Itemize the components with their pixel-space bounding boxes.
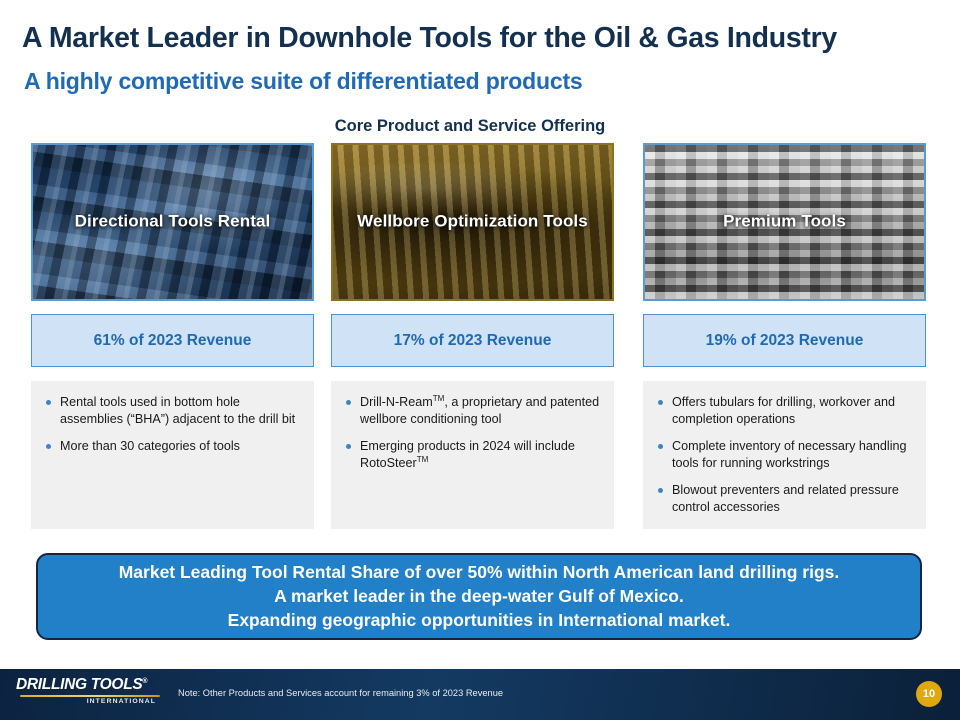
product-column-premium: Premium Tools 19% of 2023 Revenue Offers… [643, 143, 926, 529]
card-label-wellbore: Wellbore Optimization Tools [357, 211, 588, 231]
callout-line-3: Expanding geographic opportunities in In… [227, 610, 731, 630]
list-item: Complete inventory of necessary handling… [653, 438, 914, 472]
directional-tools-photo [33, 145, 312, 299]
bullet-panel-wellbore: Drill-N-ReamTM, a proprietary and patent… [331, 381, 614, 529]
revenue-box-premium: 19% of 2023 Revenue [643, 314, 926, 367]
list-item: Emerging products in 2024 will include R… [341, 438, 602, 472]
bullet-dot-icon [658, 400, 663, 405]
premium-tools-photo [645, 145, 924, 299]
bullet-dot-icon [658, 444, 663, 449]
card-label-directional: Directional Tools Rental [74, 211, 271, 231]
bullet-text: More than 30 categories of tools [60, 439, 240, 453]
card-label-premium: Premium Tools [723, 211, 846, 231]
bullet-dot-icon [46, 444, 51, 449]
callout-line-2: A market leader in the deep-water Gulf o… [274, 586, 684, 606]
bullet-panel-premium: Offers tubulars for drilling, workover a… [643, 381, 926, 529]
revenue-box-wellbore: 17% of 2023 Revenue [331, 314, 614, 367]
list-item: Drill-N-ReamTM, a proprietary and patent… [341, 394, 602, 428]
bullet-text: Drill-N-ReamTM, a proprietary and patent… [360, 394, 602, 428]
page-subtitle: A highly competitive suite of differenti… [24, 68, 583, 94]
list-item: Blowout preventers and related pressure … [653, 482, 914, 516]
registered-mark-icon: ® [142, 677, 148, 685]
list-item: Rental tools used in bottom hole assembl… [41, 394, 302, 428]
company-logo: DRILLING TOOLS® INTERNATIONAL [16, 676, 166, 712]
revenue-box-directional: 61% of 2023 Revenue [31, 314, 314, 367]
logo-gold-rule [20, 695, 160, 697]
logo-wordmark: DRILLING TOOLS® [16, 676, 166, 694]
bullet-text-lead: Drill-N-Ream [360, 395, 433, 409]
wellbore-optimization-photo [333, 145, 612, 299]
bullet-panel-directional: Rental tools used in bottom hole assembl… [31, 381, 314, 529]
trademark-superscript: TM [416, 454, 429, 464]
bullet-text: Rental tools used in bottom hole assembl… [60, 395, 296, 426]
wellbore-optimization-card[interactable]: Wellbore Optimization Tools [331, 143, 614, 301]
bullet-text: Blowout preventers and related pressure … [672, 483, 899, 514]
product-column-directional: Directional Tools Rental 61% of 2023 Rev… [31, 143, 314, 529]
footnote: Note: Other Products and Services accoun… [178, 688, 504, 698]
trademark-superscript: TM [432, 393, 445, 403]
bullet-text-lead: Emerging products in 2024 will include R… [360, 439, 575, 470]
page-number-badge: 10 [916, 681, 942, 707]
bullet-text: Complete inventory of necessary handling… [672, 439, 907, 470]
photo-gold-tint [333, 145, 612, 299]
callout-line-1: Market Leading Tool Rental Share of over… [118, 562, 840, 582]
bullet-text-tail: , a proprietary and patented wellbore co… [360, 395, 600, 426]
premium-tools-card[interactable]: Premium Tools [643, 143, 926, 301]
bullet-dot-icon [46, 400, 51, 405]
list-item: More than 30 categories of tools [41, 438, 302, 455]
bullet-text: Emerging products in 2024 will include R… [360, 438, 602, 472]
photo-blue-tint [33, 145, 312, 299]
product-column-wellbore: Wellbore Optimization Tools 17% of 2023 … [331, 143, 614, 529]
section-heading: Core Product and Service Offering [334, 117, 606, 135]
bullet-text: Offers tubulars for drilling, workover a… [672, 395, 896, 426]
footer-bar: DRILLING TOOLS® INTERNATIONAL Note: Othe… [0, 669, 960, 720]
bullet-dot-icon [346, 400, 351, 405]
logo-wordmark-text: DRILLING TOOLS [16, 676, 143, 693]
page-title: A Market Leader in Downhole Tools for th… [22, 22, 837, 54]
logo-subtext: INTERNATIONAL [86, 698, 156, 705]
bullet-dot-icon [346, 444, 351, 449]
list-item: Offers tubulars for drilling, workover a… [653, 394, 914, 428]
directional-tools-card[interactable]: Directional Tools Rental [31, 143, 314, 301]
callout-banner: Market Leading Tool Rental Share of over… [36, 553, 922, 640]
bullet-dot-icon [658, 488, 663, 493]
